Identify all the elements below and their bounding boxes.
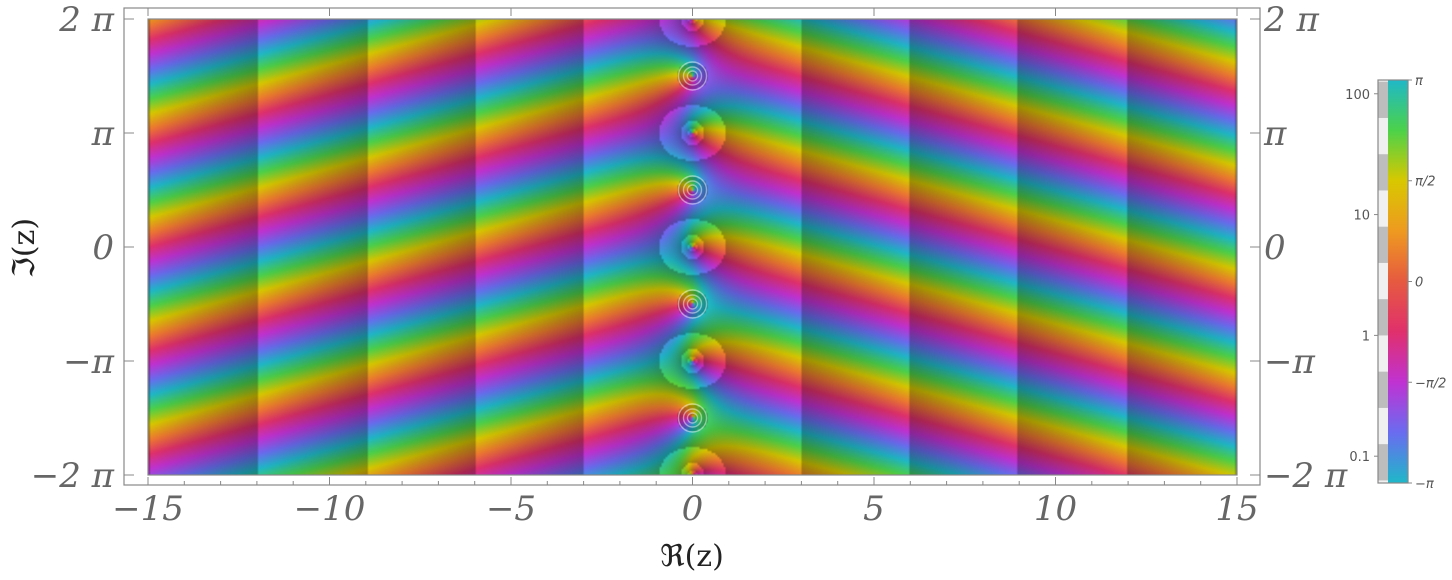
y-tick-label-left: 0 [92,228,114,268]
minor-ticks [183,481,1202,485]
y-tick-label-left: π [91,114,115,154]
colorbar-band [1378,117,1388,155]
colorbar-band [1378,444,1388,481]
x-axis-ticks: −15 −10 −5 0 5 10 15 [112,8,1259,529]
x-tick-label: 0 [682,489,704,529]
colorbar-band [1378,154,1388,191]
x-tick-label: 15 [1215,489,1258,529]
pole-marker [677,403,708,433]
colorbar-band [1378,371,1388,408]
y-axis-ticks-right: 2 π π 0 −π −2 π [1250,0,1348,496]
x-tick-label: −15 [112,489,184,529]
colorbar-band [1378,190,1388,227]
pole-markers [677,61,708,433]
pole-marker [677,289,708,319]
colorbar-phase-label: 0 [1415,276,1423,291]
colorbar-band [1378,407,1388,445]
colorbar-magnitude-label: 100 [1345,88,1370,103]
colorbar-magnitude-label: 1 [1362,329,1370,344]
y-tick-label-right: 0 [1264,228,1286,268]
colorbar-band [1378,81,1388,118]
y-tick-label-left: −π [63,342,114,382]
colorbar-phase-label: π [1415,74,1423,89]
pole-marker [677,175,708,205]
colorbar-phase-ticks: π π/2 0 −π/2 −π [1408,74,1446,492]
colorbar: π π/2 0 −π/2 −π 100 10 1 0.1 [1345,74,1446,492]
colorbar-band [1378,262,1388,300]
pole-marker [677,61,708,91]
colorbar-magnitude-ticks: 100 10 1 0.1 [1345,88,1378,465]
colorbar-phase-label: −π/2 [1415,376,1446,391]
x-axis-label: ℜ(z) [660,539,724,574]
colorbar-band [1378,226,1388,263]
colorbar-phase-label: −π [1415,477,1434,492]
colorbar-phase-strip [1388,80,1408,483]
y-tick-label-right: −2 π [1264,456,1348,496]
y-tick-label-right: π [1263,114,1287,154]
colorbar-band [1378,80,1388,82]
colorbar-magnitude-label: 10 [1353,209,1370,224]
y-axis-ticks-left: 2 π π 0 −π −2 π [31,0,134,496]
plot-frame [147,18,1238,476]
plot-area [147,18,1238,476]
y-tick-label-right: 2 π [1263,0,1319,40]
y-axis-label: ℑ(z) [7,218,42,278]
y-tick-label-left: 2 π [58,0,114,40]
colorbar-magnitude-bands [1378,80,1388,483]
x-tick-label: 10 [1034,489,1077,529]
phase-heatmap [148,19,1237,475]
x-tick-label: −10 [294,489,366,529]
y-tick-label-left: −2 π [31,456,115,496]
x-tick-label: −5 [486,489,536,529]
x-tick-label: 5 [863,489,885,529]
colorbar-band [1378,480,1388,483]
colorbar-magnitude-label: 0.1 [1349,450,1370,465]
y-tick-label-right: −π [1264,342,1315,382]
colorbar-phase-label: π/2 [1415,175,1435,190]
colorbar-band [1378,335,1388,372]
colorbar-band [1378,299,1388,336]
